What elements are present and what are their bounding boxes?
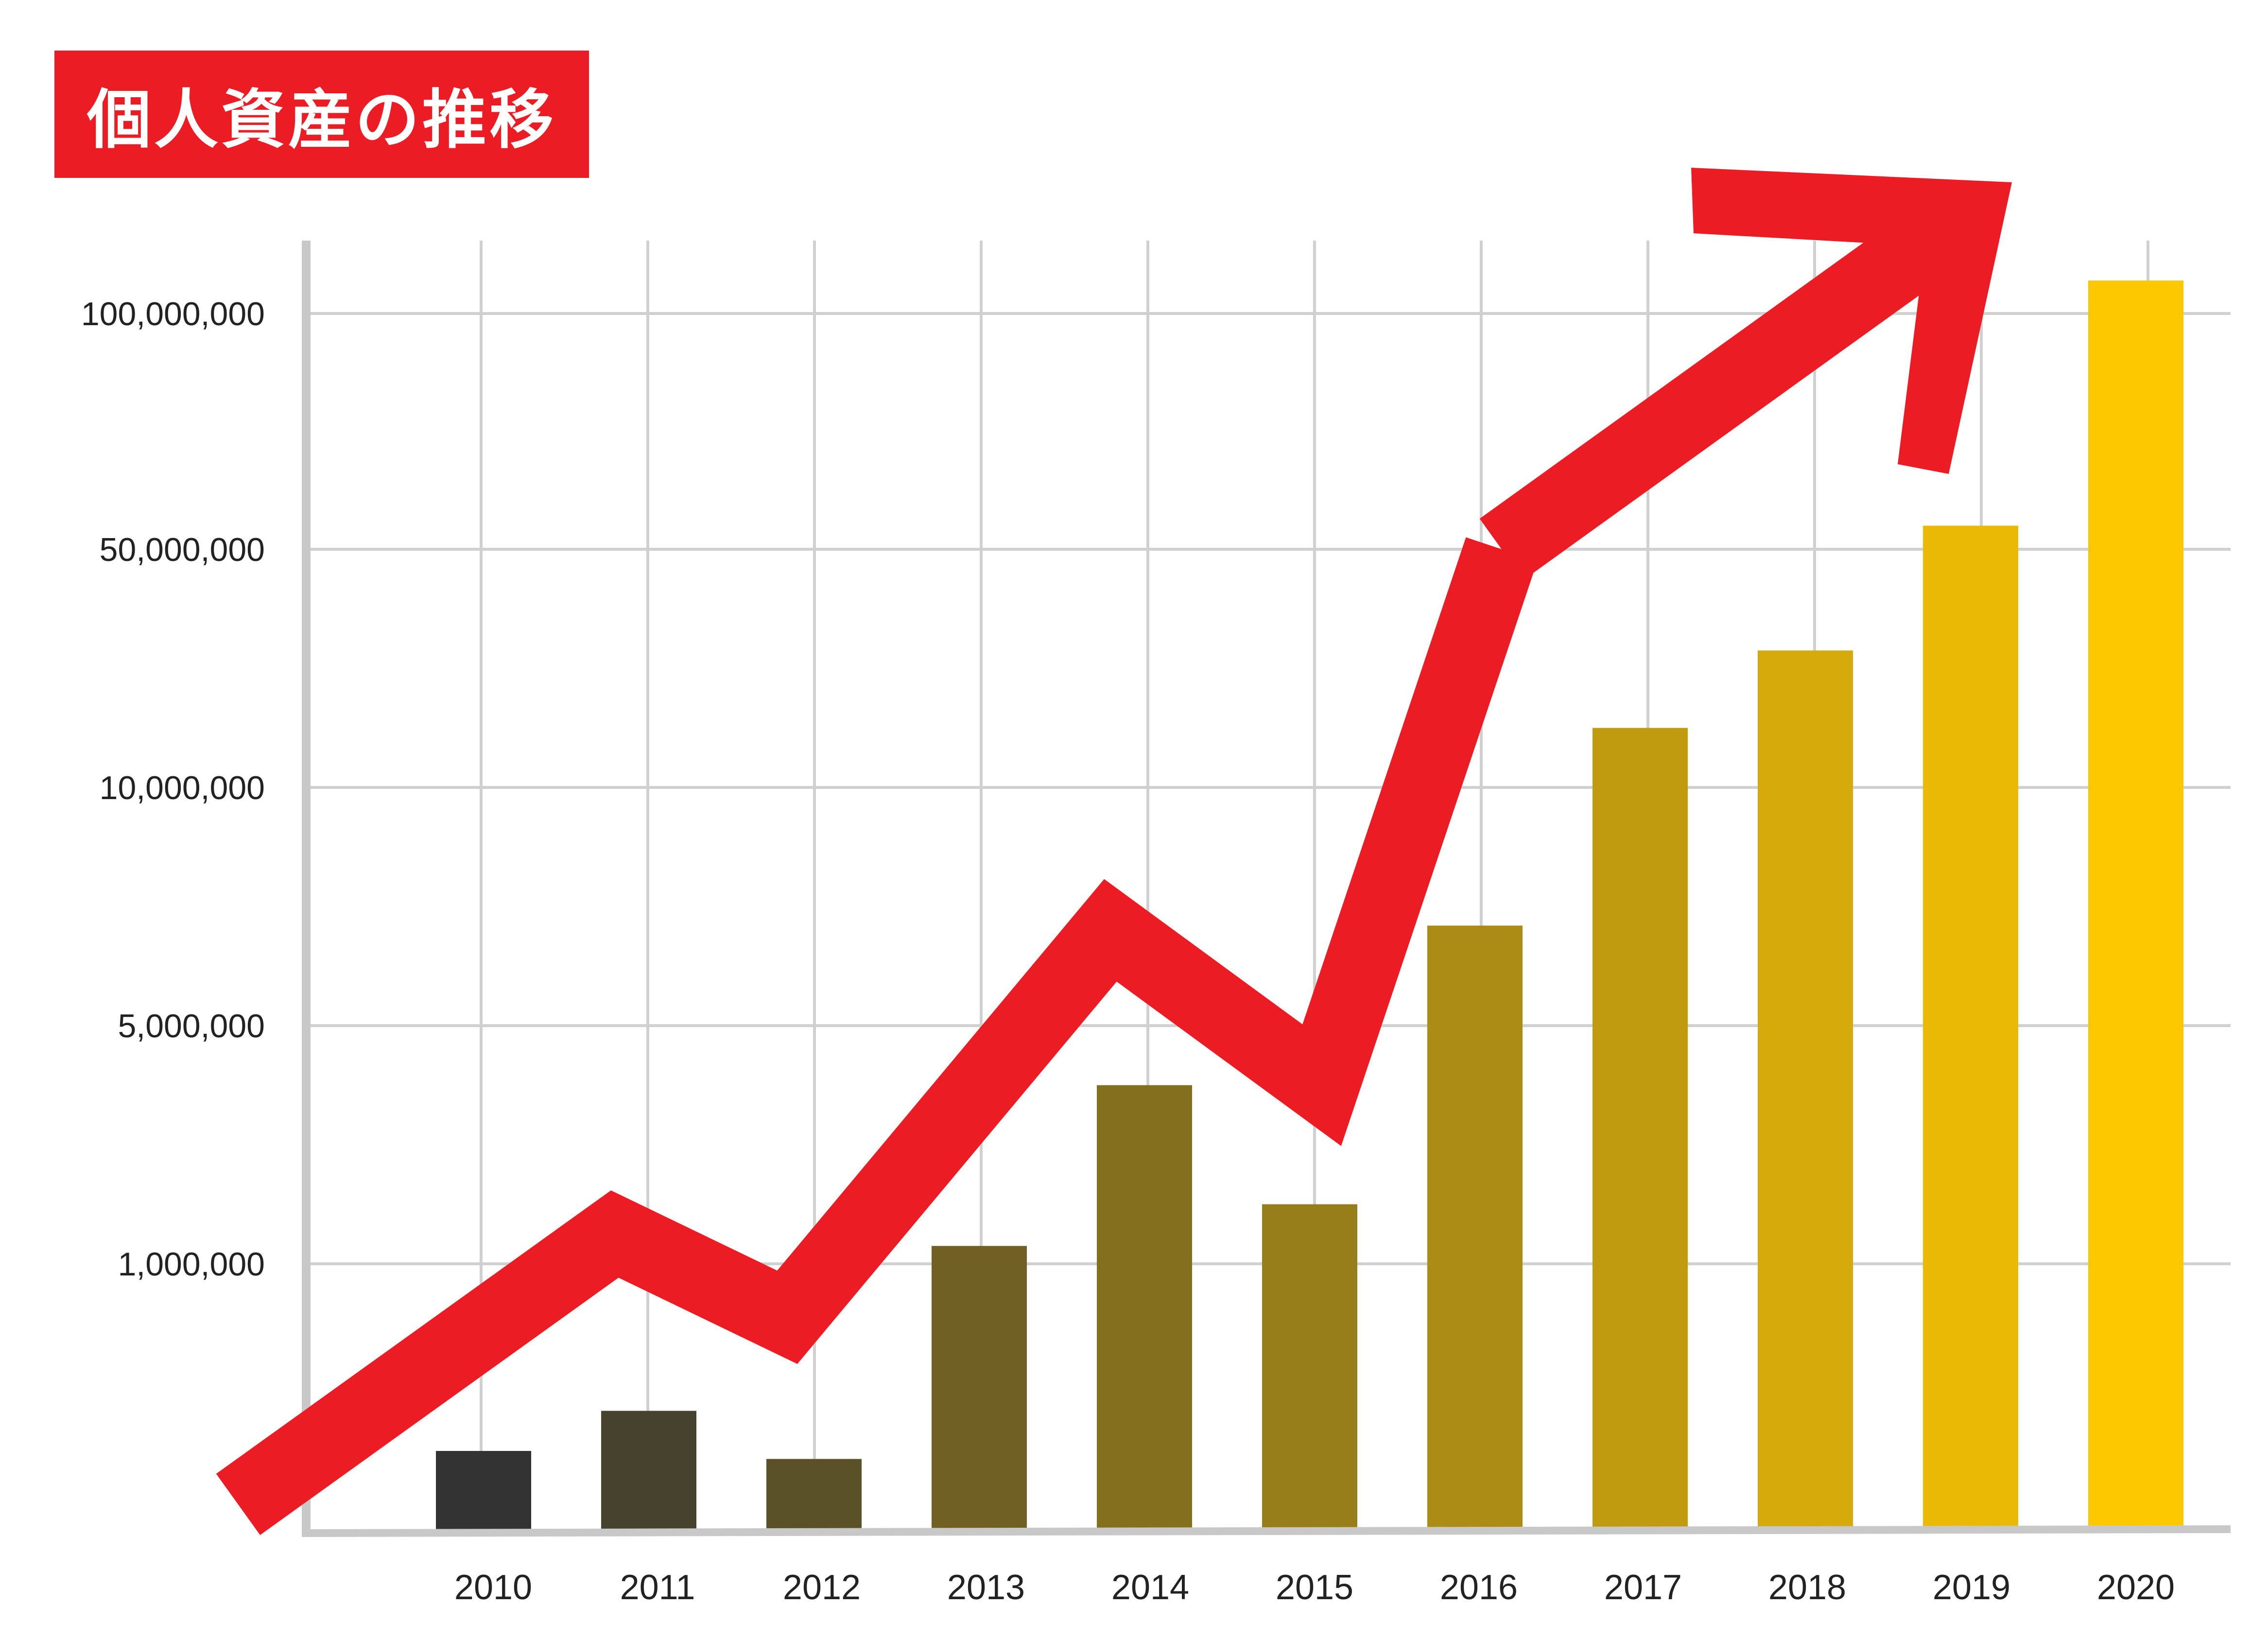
x-tick-label: 2013 bbox=[947, 1568, 1025, 1607]
bar-2017 bbox=[1593, 728, 1688, 1531]
x-tick-label: 2016 bbox=[1440, 1568, 1518, 1607]
y-tick-label: 50,000,000 bbox=[100, 531, 265, 568]
trend-arrow-head bbox=[1691, 168, 2012, 474]
axes bbox=[301, 241, 2231, 1537]
x-axis-line bbox=[301, 1525, 2231, 1537]
bar-2012 bbox=[766, 1459, 862, 1531]
bar-2014 bbox=[1097, 1085, 1192, 1531]
bar-2016 bbox=[1427, 925, 1523, 1531]
trend-arrow-shaft bbox=[216, 537, 1538, 1535]
x-axis-ticks: 2010 2011 2012 2013 2014 2015 2016 2017 2018 2019… bbox=[454, 1568, 2175, 1607]
y-tick-label: 1,000,000 bbox=[118, 1246, 265, 1283]
x-tick-label: 2011 bbox=[620, 1568, 695, 1607]
bar-2019 bbox=[1923, 525, 2018, 1531]
y-tick-label: 100,000,000 bbox=[81, 296, 265, 332]
chart-title: 個人資産の推移 bbox=[87, 82, 556, 157]
x-tick-label: 2018 bbox=[1768, 1568, 1846, 1607]
x-tick-label: 2014 bbox=[1111, 1568, 1189, 1607]
y-tick-label: 5,000,000 bbox=[118, 1008, 265, 1045]
trend-arrow bbox=[216, 168, 2012, 1535]
x-tick-label: 2010 bbox=[454, 1568, 532, 1607]
x-tick-label: 2019 bbox=[1933, 1568, 2010, 1607]
x-tick-label: 2017 bbox=[1604, 1568, 1682, 1607]
bar-2020 bbox=[2088, 280, 2183, 1531]
bars bbox=[436, 280, 2183, 1531]
bar-2015 bbox=[1262, 1204, 1357, 1531]
chart-title-box: 個人資産の推移 bbox=[54, 51, 589, 178]
trend-arrow-last-segment bbox=[1479, 211, 1951, 580]
bar-2013 bbox=[932, 1246, 1027, 1531]
y-axis-ticks: 1,000,000 5,000,000 10,000,000 50,000,000 10… bbox=[81, 296, 265, 1283]
x-tick-label: 2012 bbox=[783, 1568, 861, 1607]
x-tick-label: 2020 bbox=[2097, 1568, 2175, 1607]
bar-2010 bbox=[436, 1451, 531, 1531]
bar-2018 bbox=[1758, 650, 1853, 1531]
x-tick-label: 2015 bbox=[1276, 1568, 1353, 1607]
bar-2011 bbox=[601, 1411, 696, 1531]
y-tick-label: 10,000,000 bbox=[100, 769, 265, 806]
